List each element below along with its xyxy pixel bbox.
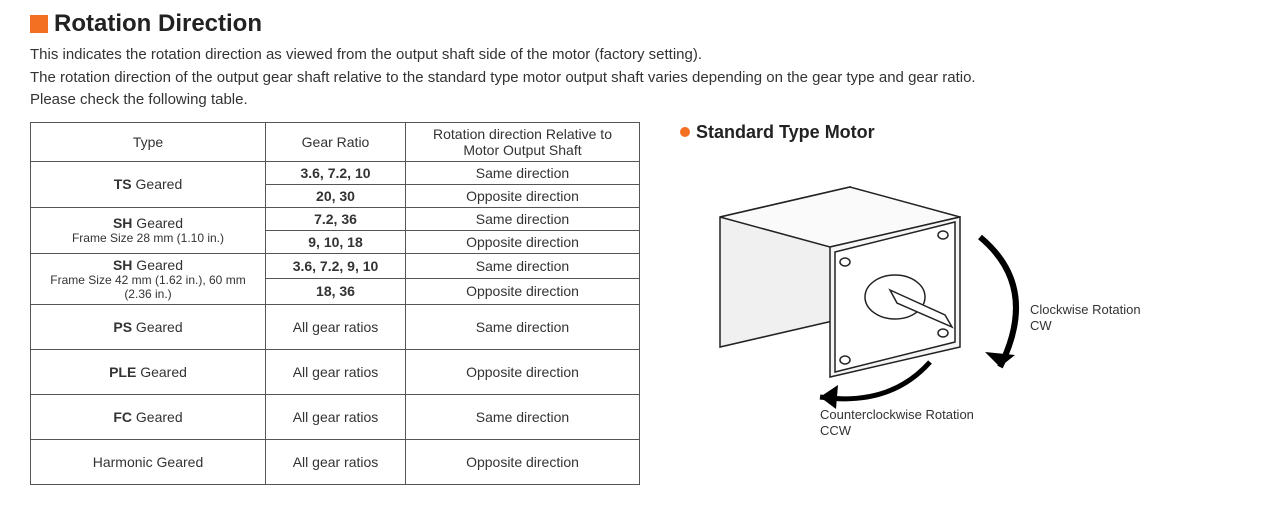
heading-bullet-icon <box>30 15 48 33</box>
table-row: PLE GearedAll gear ratiosOpposite direct… <box>31 349 640 394</box>
ratio-cell: All gear ratios <box>266 439 406 484</box>
ratio-cell: 20, 30 <box>266 184 406 207</box>
ratio-cell: All gear ratios <box>266 349 406 394</box>
rotation-cell: Opposite direction <box>406 230 640 253</box>
ratio-cell: All gear ratios <box>266 304 406 349</box>
motor-diagram: Clockwise Rotation CW Counterclockwise R… <box>680 147 1200 447</box>
rotation-cell: Opposite direction <box>406 439 640 484</box>
rotation-cell: Same direction <box>406 207 640 230</box>
ratio-cell: 7.2, 36 <box>266 207 406 230</box>
motor-svg <box>680 147 1200 447</box>
intro-line: Please check the following table. <box>30 89 1250 112</box>
rotation-cell: Opposite direction <box>406 279 640 305</box>
ratio-cell: All gear ratios <box>266 394 406 439</box>
ccw-label: Counterclockwise Rotation CCW <box>820 407 974 441</box>
type-cell: Harmonic Geared <box>31 439 266 484</box>
cw-label-line2: CW <box>1030 318 1141 335</box>
intro-line: The rotation direction of the output gea… <box>30 67 1250 90</box>
heading-text: Rotation Direction <box>54 10 262 38</box>
table-row: SH GearedFrame Size 42 mm (1.62 in.), 60… <box>31 253 640 279</box>
type-cell: SH GearedFrame Size 42 mm (1.62 in.), 60… <box>31 253 266 304</box>
rotation-cell: Same direction <box>406 394 640 439</box>
cw-label-line1: Clockwise Rotation <box>1030 302 1141 319</box>
bullet-dot-icon <box>680 127 690 137</box>
section-heading: Rotation Direction <box>30 10 1250 38</box>
intro-line: This indicates the rotation direction as… <box>30 44 1250 67</box>
table-row: PS GearedAll gear ratiosSame direction <box>31 304 640 349</box>
diagram-column: Standard Type Motor <box>680 122 1250 447</box>
type-cell: FC Geared <box>31 394 266 439</box>
col-header-ratio: Gear Ratio <box>266 122 406 161</box>
diagram-heading: Standard Type Motor <box>680 122 1250 143</box>
rotation-cell: Same direction <box>406 253 640 279</box>
table-row: FC GearedAll gear ratiosSame direction <box>31 394 640 439</box>
col-header-type: Type <box>31 122 266 161</box>
diagram-title: Standard Type Motor <box>696 122 875 143</box>
ratio-cell: 3.6, 7.2, 9, 10 <box>266 253 406 279</box>
type-cell: PLE Geared <box>31 349 266 394</box>
type-cell: PS Geared <box>31 304 266 349</box>
intro-paragraph: This indicates the rotation direction as… <box>30 44 1250 112</box>
rotation-cell: Same direction <box>406 304 640 349</box>
ccw-label-line2: CCW <box>820 423 974 440</box>
ratio-cell: 18, 36 <box>266 279 406 305</box>
table-row: Harmonic GearedAll gear ratiosOpposite d… <box>31 439 640 484</box>
col-header-rotation: Rotation direction Relative to Motor Out… <box>406 122 640 161</box>
ratio-cell: 3.6, 7.2, 10 <box>266 161 406 184</box>
type-cell: SH GearedFrame Size 28 mm (1.10 in.) <box>31 207 266 253</box>
ccw-label-line1: Counterclockwise Rotation <box>820 407 974 424</box>
type-cell: TS Geared <box>31 161 266 207</box>
table-row: SH GearedFrame Size 28 mm (1.10 in.)7.2,… <box>31 207 640 230</box>
rotation-cell: Opposite direction <box>406 349 640 394</box>
rotation-cell: Opposite direction <box>406 184 640 207</box>
rotation-table: Type Gear Ratio Rotation direction Relat… <box>30 122 640 485</box>
ratio-cell: 9, 10, 18 <box>266 230 406 253</box>
rotation-cell: Same direction <box>406 161 640 184</box>
cw-label: Clockwise Rotation CW <box>1030 302 1141 336</box>
table-row: TS Geared3.6, 7.2, 10Same direction <box>31 161 640 184</box>
